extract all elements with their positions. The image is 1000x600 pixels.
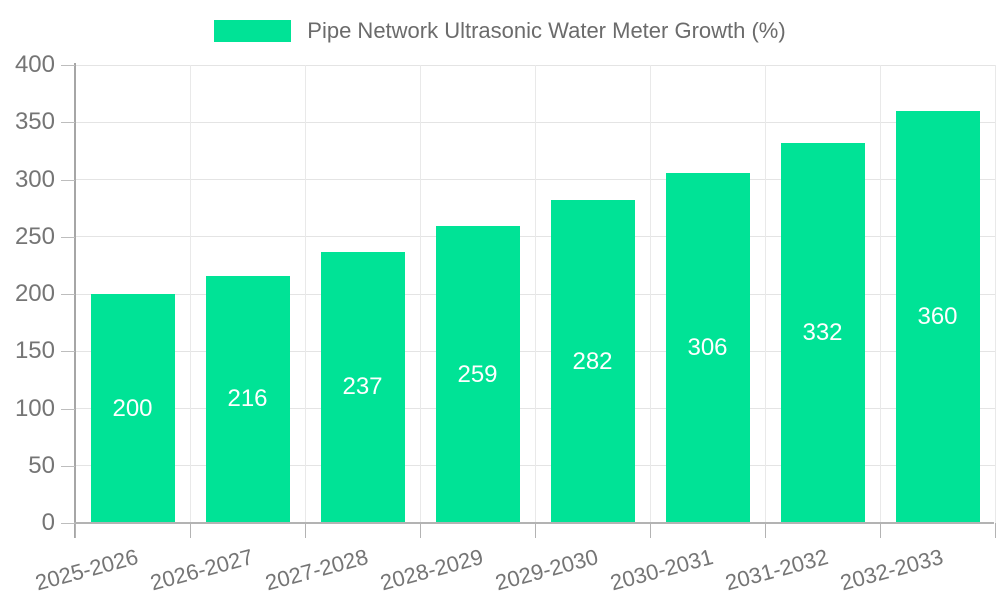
bar-2032-2033: 360 <box>895 110 980 523</box>
x-axis-line <box>74 522 994 524</box>
y-axis-label: 400 <box>14 51 55 78</box>
v-gridline <box>189 65 191 523</box>
legend-swatch-icon <box>214 20 292 42</box>
y-axis-label: 300 <box>14 165 55 193</box>
v-gridline <box>994 65 996 523</box>
y-axis-tick <box>61 523 75 524</box>
bar-value-label: 306 <box>687 333 728 361</box>
y-axis-tick <box>61 465 75 467</box>
x-axis-label: 2026-2027 <box>147 544 256 596</box>
x-axis-tick <box>764 523 766 538</box>
plot-area: 200 216 237 259 282 306 332 360 <box>75 64 996 523</box>
x-axis-tick <box>879 523 881 538</box>
bar-value-label: 360 <box>917 302 958 330</box>
y-axis-label: 200 <box>14 280 55 307</box>
v-gridline <box>419 65 421 523</box>
x-axis-tick <box>534 523 536 538</box>
y-axis-tick <box>61 351 75 353</box>
y-axis-tick <box>61 294 75 295</box>
y-axis-line <box>74 63 76 538</box>
bar-2030-2031: 306 <box>665 172 750 523</box>
y-axis-label: 150 <box>14 337 55 365</box>
bar-2028-2029: 259 <box>435 226 520 523</box>
bar-2026-2027: 216 <box>205 275 290 523</box>
y-axis-tick <box>61 236 75 238</box>
bar-2029-2030: 282 <box>550 200 635 523</box>
x-axis-label: 2032-2033 <box>837 544 946 596</box>
bar-2031-2032: 332 <box>780 142 865 523</box>
x-axis-tick <box>994 523 996 538</box>
bar-2025-2026: 200 <box>90 294 175 523</box>
x-axis-label: 2025-2026 <box>32 544 141 596</box>
legend: Pipe Network Ultrasonic Water Meter Grow… <box>0 18 1000 44</box>
legend-label: Pipe Network Ultrasonic Water Meter Grow… <box>307 18 786 43</box>
x-axis-label: 2031-2032 <box>722 544 831 596</box>
x-axis-label: 2027-2028 <box>262 544 371 596</box>
v-gridline <box>764 65 766 523</box>
y-axis-label: 100 <box>14 394 55 422</box>
y-axis-tick <box>61 65 75 66</box>
bar-value-label: 200 <box>112 394 153 422</box>
y-axis-tick <box>61 408 75 410</box>
v-gridline <box>534 65 536 523</box>
y-axis-label: 50 <box>28 451 55 479</box>
x-axis-tick <box>189 523 191 538</box>
legend-item[interactable]: Pipe Network Ultrasonic Water Meter Grow… <box>214 18 786 44</box>
y-axis-label: 250 <box>14 222 55 250</box>
bar-2027-2028: 237 <box>320 251 405 523</box>
x-axis-tick <box>304 523 306 538</box>
y-axis-label: 0 <box>41 509 55 536</box>
x-axis-label: 2029-2030 <box>492 544 601 596</box>
y-axis-tick <box>61 179 75 181</box>
x-axis-label: 2028-2029 <box>377 544 486 596</box>
v-gridline <box>879 65 881 523</box>
x-axis-tick <box>419 523 421 538</box>
x-axis-label: 2030-2031 <box>607 544 716 596</box>
x-axis-tick <box>74 523 76 538</box>
bar-value-label: 282 <box>572 347 613 375</box>
bar-value-label: 237 <box>342 373 383 401</box>
v-gridline <box>304 65 306 523</box>
bar-value-label: 259 <box>457 360 498 388</box>
y-axis-tick <box>61 122 75 124</box>
v-gridline <box>649 65 651 523</box>
y-axis-label: 350 <box>14 108 55 136</box>
x-axis-tick <box>649 523 651 538</box>
bar-value-label: 216 <box>227 385 268 413</box>
bar-value-label: 332 <box>802 318 843 346</box>
